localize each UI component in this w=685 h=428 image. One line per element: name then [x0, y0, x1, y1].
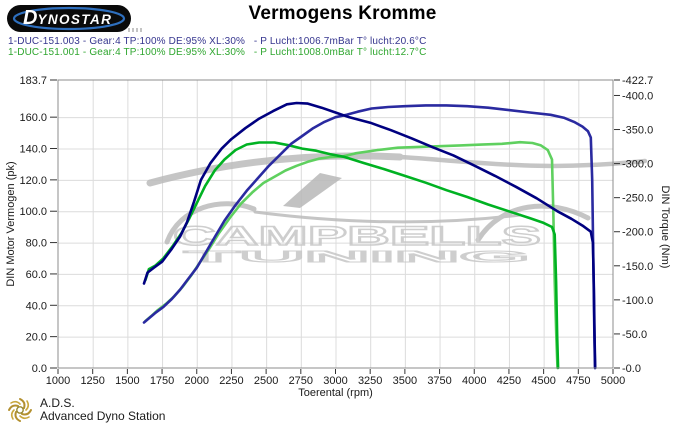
x-axis-label: Toerental (rpm)	[298, 387, 373, 399]
svg-text:160.0: 160.0	[19, 112, 47, 124]
svg-text:40.0: 40.0	[26, 300, 47, 312]
svg-text:3000: 3000	[323, 375, 347, 387]
svg-text:-200.0: -200.0	[622, 227, 653, 239]
watermark-line1: CAMPBELLS	[173, 221, 541, 251]
svg-text:4750: 4750	[566, 375, 590, 387]
svg-text:120.0: 120.0	[19, 175, 47, 187]
svg-text:-422.7: -422.7	[622, 75, 653, 87]
svg-text:-300.0: -300.0	[622, 159, 653, 171]
svg-text:20.0: 20.0	[26, 332, 47, 344]
logo-badge	[7, 5, 131, 32]
svg-text:1750: 1750	[150, 375, 174, 387]
svg-text:-150.0: -150.0	[622, 261, 653, 273]
curves	[142, 101, 597, 370]
svg-text:5000: 5000	[601, 375, 625, 387]
legend-run-001: 1-DUC-151.001 - Gear:4 TP:100% DE:95% XL…	[8, 47, 427, 58]
plot-border	[57, 79, 614, 369]
watermark-line2: TUNING	[185, 249, 530, 266]
logo-fineprint	[128, 28, 142, 32]
svg-text:1500: 1500	[115, 375, 139, 387]
svg-text:4000: 4000	[462, 375, 486, 387]
svg-text:1250: 1250	[80, 375, 104, 387]
axes: 183.7 160.0 140.0 120.0 100.0 80.0 60.0 40.0 20.…	[19, 75, 653, 387]
svg-text:100.0: 100.0	[19, 206, 47, 218]
svg-text:2750: 2750	[289, 375, 313, 387]
logo-text: DYNOSTAR	[23, 7, 112, 29]
svg-text:-50.0: -50.0	[622, 329, 647, 341]
svg-text:0.0: 0.0	[32, 363, 47, 375]
svg-text:80.0: 80.0	[26, 238, 47, 250]
svg-text:-250.0: -250.0	[622, 193, 653, 205]
svg-text:183.7: 183.7	[19, 75, 47, 87]
svg-text:-0.0: -0.0	[622, 363, 641, 375]
svg-text:2000: 2000	[185, 375, 209, 387]
ads-name: Advanced Dyno Station	[40, 409, 166, 423]
svg-text:3500: 3500	[393, 375, 417, 387]
y-axis-label-right: DIN Torque (Nm)	[659, 186, 671, 269]
logo-ring	[12, 6, 126, 31]
curve-torque-run-003	[142, 101, 597, 370]
y-axis-label-left: DIN Motor Vermogen (pk)	[5, 161, 17, 286]
svg-text:1000: 1000	[46, 375, 70, 387]
dynostar-logo: DYNOSTAR	[6, 3, 132, 33]
svg-text:-100.0: -100.0	[622, 295, 653, 307]
svg-text:140.0: 140.0	[19, 144, 47, 156]
svg-text:4250: 4250	[497, 375, 521, 387]
page-title: Vermogens Kromme	[248, 3, 437, 24]
svg-text:60.0: 60.0	[26, 269, 47, 281]
svg-text:3250: 3250	[358, 375, 382, 387]
svg-text:3750: 3750	[427, 375, 451, 387]
curve-power-run-003	[142, 104, 597, 370]
ads-swirl-icon	[6, 396, 34, 428]
ads-abbr: A.D.S.	[40, 396, 75, 410]
svg-text:-400.0: -400.0	[622, 90, 653, 102]
svg-text:4500: 4500	[531, 375, 555, 387]
svg-text:2250: 2250	[219, 375, 243, 387]
legend-run-003: 1-DUC-151.003 - Gear:4 TP:100% DE:95% XL…	[8, 36, 427, 47]
svg-text:-350.0: -350.0	[622, 125, 653, 137]
svg-text:2500: 2500	[254, 375, 278, 387]
